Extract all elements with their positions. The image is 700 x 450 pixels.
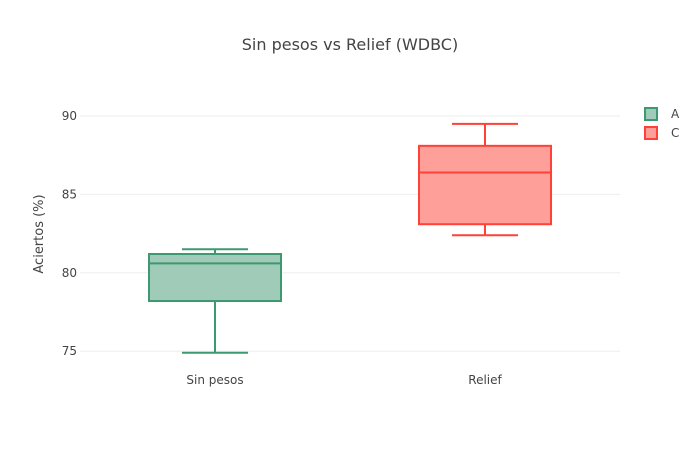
legend-item-C: C: [644, 126, 679, 140]
box-C: [418, 122, 552, 237]
y-tick-labels: 75 80 85 90: [62, 109, 77, 358]
y-tick-label: 75: [62, 344, 77, 358]
boxes: [148, 122, 552, 354]
x-tick-label: Sin pesos: [186, 373, 243, 387]
box-A: [148, 248, 282, 354]
y-tick-label: 90: [62, 109, 77, 123]
legend-label: C: [671, 126, 679, 140]
chart-title: Sin pesos vs Relief (WDBC): [242, 35, 458, 54]
legend-item-A: A: [644, 107, 680, 121]
iqr-box: [148, 253, 282, 303]
legend-swatch: [644, 126, 658, 140]
y-tick-label: 80: [62, 266, 77, 280]
y-axis-title: Aciertos (%): [32, 194, 47, 273]
iqr-box: [418, 144, 552, 226]
legend-label: A: [671, 107, 680, 121]
x-tick-label: Relief: [468, 373, 502, 387]
legend-swatch: [644, 107, 658, 121]
y-tick-label: 85: [62, 187, 77, 201]
legend: AC: [644, 107, 680, 140]
x-tick-labels: Sin pesos Relief: [186, 373, 502, 387]
